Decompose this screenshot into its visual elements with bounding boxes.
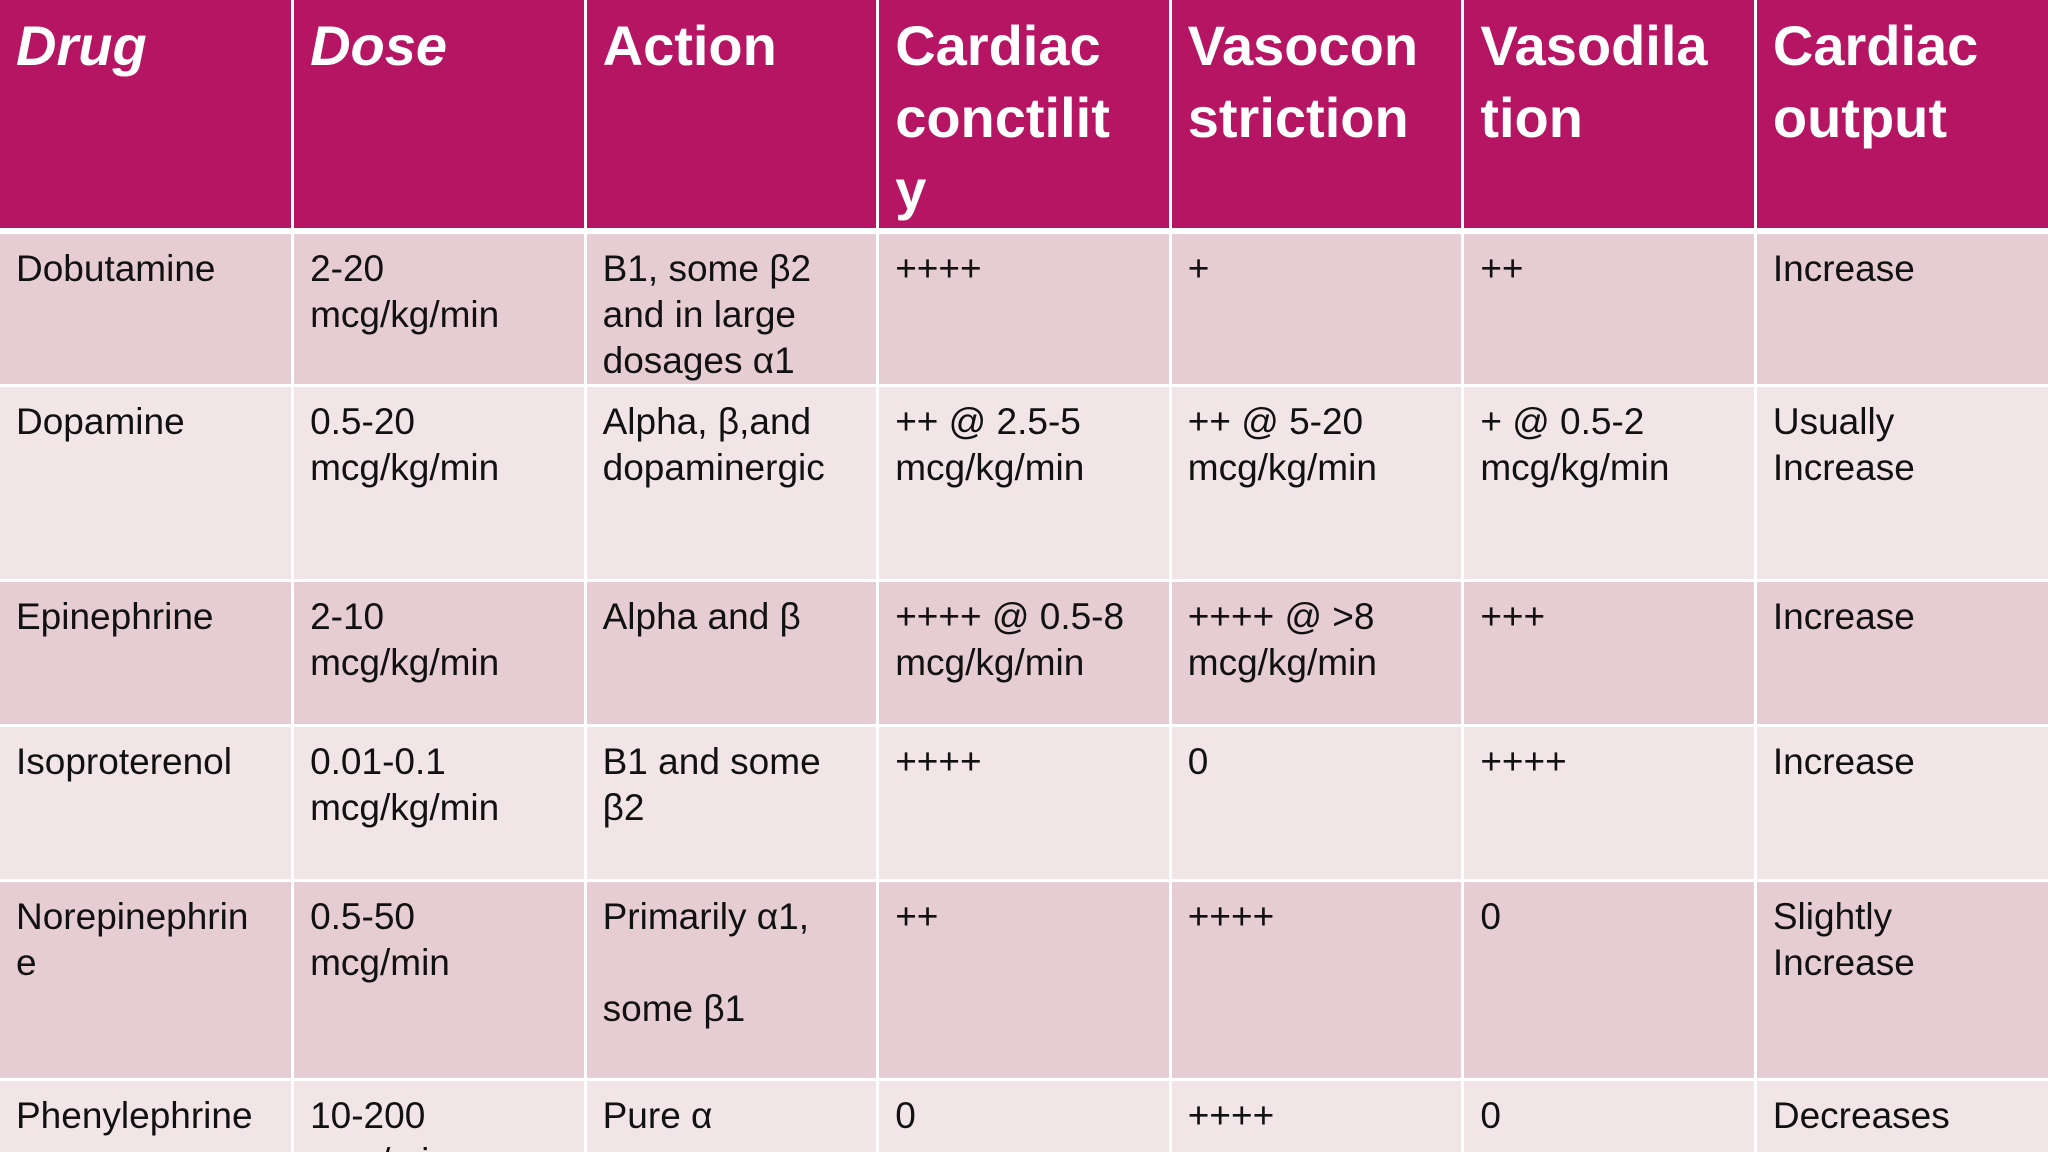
cell-cardiac-output: Slightly Increase xyxy=(1755,880,2048,1081)
cell-cardiac-output: Increase xyxy=(1755,580,2048,727)
cell-drug: Dopamine xyxy=(0,385,295,582)
header-cardiac-output: Cardiac output xyxy=(1755,0,2048,234)
cell-vasodilation: ++++ xyxy=(1462,725,1757,882)
cell-cardiac-contractility: 0 xyxy=(877,1079,1172,1152)
header-drug: Drug xyxy=(0,0,295,234)
cell-dose: 0.5-50 mcg/min xyxy=(292,880,587,1081)
header-cardiac-contractility: Cardiac conctilit y xyxy=(877,0,1172,234)
cell-action: Pure α xyxy=(585,1079,880,1152)
cell-drug: Norepinephrin e xyxy=(0,880,295,1081)
header-action: Action xyxy=(585,0,880,234)
cell-dose: 2-20 mcg/kg/min xyxy=(292,231,587,387)
table-row: Phenylephrine 10-200 mcg/min Pure α 0 ++… xyxy=(0,1079,2048,1152)
cell-dose: 10-200 mcg/min xyxy=(292,1079,587,1152)
cell-vasoconstriction: ++++ @ >8 mcg/kg/min xyxy=(1170,580,1465,727)
cell-vasoconstriction: + xyxy=(1170,231,1465,387)
header-vasoconstriction: Vasocon striction xyxy=(1170,0,1465,234)
cell-cardiac-contractility: ++ @ 2.5-5 mcg/kg/min xyxy=(877,385,1172,582)
cell-drug: Isoproterenol xyxy=(0,725,295,882)
cell-vasoconstriction: ++ @ 5-20 mcg/kg/min xyxy=(1170,385,1465,582)
cell-drug: Epinephrine xyxy=(0,580,295,727)
cell-cardiac-output: Decreases xyxy=(1755,1079,2048,1152)
cell-drug: Phenylephrine xyxy=(0,1079,295,1152)
table-row: Epinephrine 2-10 mcg/kg/min Alpha and β … xyxy=(0,580,2048,727)
table-header-row: Drug Dose Action Cardiac conctilit y Vas… xyxy=(0,0,2048,234)
table-row: Norepinephrin e 0.5-50 mcg/min Primarily… xyxy=(0,880,2048,1081)
cell-cardiac-contractility: ++++ xyxy=(877,725,1172,882)
header-vasodilation: Vasodila tion xyxy=(1462,0,1757,234)
cell-vasodilation: ++ xyxy=(1462,231,1757,387)
cell-action: Primarily α1, some β1 xyxy=(585,880,880,1081)
table-row: Dopamine 0.5-20 mcg/kg/min Alpha, β,and … xyxy=(0,385,2048,582)
cell-cardiac-output: Increase xyxy=(1755,231,2048,387)
cell-dose: 0.01-0.1 mcg/kg/min xyxy=(292,725,587,882)
cell-vasodilation: 0 xyxy=(1462,1079,1757,1152)
cell-vasoconstriction: 0 xyxy=(1170,725,1465,882)
cell-dose: 0.5-20 mcg/kg/min xyxy=(292,385,587,582)
cell-vasoconstriction: ++++ xyxy=(1170,880,1465,1081)
cell-vasodilation: + @ 0.5-2 mcg/kg/min xyxy=(1462,385,1757,582)
cell-cardiac-output: Usually Increase xyxy=(1755,385,2048,582)
cell-vasodilation: +++ xyxy=(1462,580,1757,727)
cell-action: Alpha, β,and dopaminergic xyxy=(585,385,880,582)
cell-cardiac-output: Increase xyxy=(1755,725,2048,882)
cell-cardiac-contractility: ++++ @ 0.5-8 mcg/kg/min xyxy=(877,580,1172,727)
cell-drug: Dobutamine xyxy=(0,231,295,387)
cell-cardiac-contractility: ++ xyxy=(877,880,1172,1081)
cell-action: B1, some β2 and in large dosages α1 xyxy=(585,231,880,387)
cell-dose: 2-10 mcg/kg/min xyxy=(292,580,587,727)
table-row: Dobutamine 2-20 mcg/kg/min B1, some β2 a… xyxy=(0,231,2048,387)
cell-vasoconstriction: ++++ xyxy=(1170,1079,1465,1152)
table-row: Isoproterenol 0.01-0.1 mcg/kg/min B1 and… xyxy=(0,725,2048,882)
cell-vasodilation: 0 xyxy=(1462,880,1757,1081)
cell-action: B1 and some β2 xyxy=(585,725,880,882)
cell-cardiac-contractility: ++++ xyxy=(877,231,1172,387)
cell-action: Alpha and β xyxy=(585,580,880,727)
header-dose: Dose xyxy=(292,0,587,234)
